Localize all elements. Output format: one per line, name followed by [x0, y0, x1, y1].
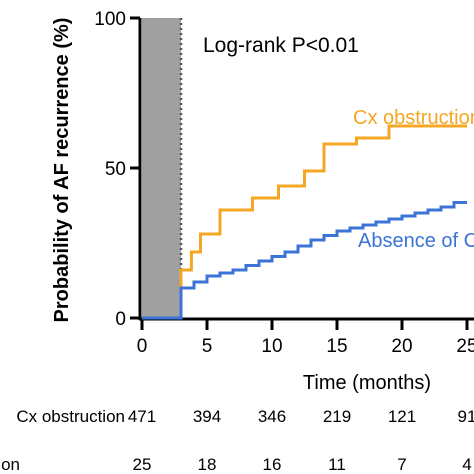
series-label-cx-obstruction: Cx obstruction	[353, 107, 474, 129]
y-axis-label: Probability of AF recurrence (%)	[51, 18, 73, 323]
risk-table-cell: 471	[128, 407, 156, 426]
x-tick-label: 15	[326, 336, 347, 357]
risk-table-cell: 4	[462, 455, 471, 474]
risk-table-cell: 91	[458, 407, 474, 426]
x-tick-label: 0	[137, 336, 148, 357]
x-tick-label: 5	[202, 336, 213, 357]
y-ticks: 0 50 100	[94, 9, 140, 330]
x-tick-label: 25	[456, 336, 474, 357]
series-line-absence	[142, 201, 467, 320]
x-tick-label: 20	[391, 336, 412, 357]
risk-table-cell: 25	[133, 455, 152, 474]
risk-table-cell: 219	[323, 407, 351, 426]
x-tick-label: 10	[261, 336, 282, 357]
series-line-cx-obstruction	[142, 124, 467, 320]
x-ticks: 0 5 10 15 20 25	[137, 318, 474, 357]
risk-table-cell: 11	[328, 455, 346, 474]
risk-table-cell: 346	[258, 407, 286, 426]
risk-table-cell: 394	[193, 407, 221, 426]
risk-row-label: on	[1, 455, 20, 474]
series-label-absence: Absence of C	[358, 230, 474, 252]
risk-row-label: Cx obstruction	[16, 407, 125, 426]
risk-table-cell: 18	[198, 455, 217, 474]
y-tick-label: 100	[94, 9, 126, 30]
risk-table-cell: 16	[263, 455, 282, 474]
y-tick-label: 50	[105, 159, 126, 180]
blanking-period-area	[142, 18, 181, 318]
risk-table-cell: 121	[388, 407, 416, 426]
series-layer	[142, 124, 467, 320]
log-rank-annotation: Log-rank P<0.01	[203, 34, 359, 57]
risk-table: Cx obstruction on 471 394 346 219 121 91 25 18 1…	[1, 407, 474, 474]
risk-table-cell: 7	[397, 455, 406, 474]
x-axis-label: Time (months)	[303, 372, 431, 394]
y-tick-label: 0	[115, 309, 126, 330]
